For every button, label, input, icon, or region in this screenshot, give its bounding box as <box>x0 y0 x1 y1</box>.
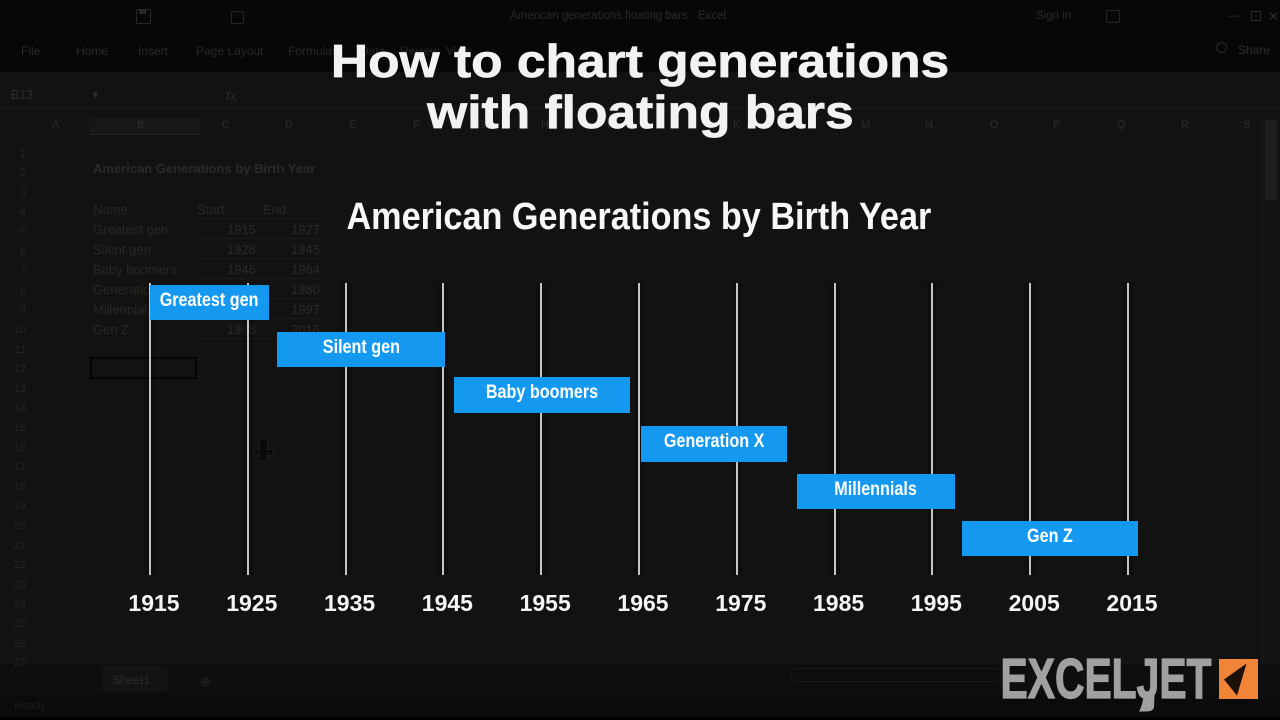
svg-text:EXCELJET: EXCELJET <box>1001 647 1212 711</box>
